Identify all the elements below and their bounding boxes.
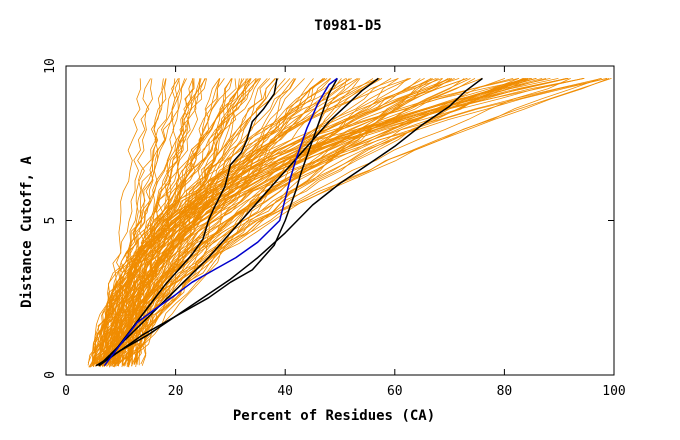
background-series-line [131, 78, 559, 367]
background-series-line [93, 78, 374, 367]
x-tick-label: 80 [497, 384, 513, 399]
background-series-line [103, 78, 325, 364]
background-series-line [95, 78, 257, 364]
background-series-line [108, 78, 342, 366]
background-series-line [102, 78, 392, 367]
series-line-black-3 [98, 78, 338, 367]
series-line-black-4 [95, 77, 483, 367]
background-series-line [118, 78, 585, 367]
background-series-line [87, 78, 167, 364]
background-series-line [107, 78, 585, 365]
background-series-line [92, 78, 332, 365]
x-tick-label: 100 [602, 384, 625, 399]
background-series-line [94, 78, 181, 367]
highlighted-series-group [95, 77, 483, 367]
y-tick-label: 5 [43, 217, 58, 225]
background-series-line [133, 78, 432, 365]
background-series-line [120, 78, 350, 363]
x-tick-label: 60 [387, 384, 403, 399]
background-series-line [93, 78, 233, 363]
background-series-line [116, 78, 380, 363]
background-series-line [135, 78, 610, 368]
series-line-black-1 [98, 78, 278, 367]
series-line-blue [103, 77, 338, 367]
y-tick-label: 0 [43, 371, 58, 379]
background-series-line [99, 78, 460, 365]
x-axis-label: Percent of Residues (CA) [233, 408, 435, 424]
background-series-line [113, 78, 425, 367]
y-axis-label: Distance Cutoff, A [19, 156, 35, 308]
series-line-black-2 [98, 77, 379, 367]
background-series-line [116, 78, 195, 366]
background-series-line [122, 78, 439, 366]
x-tick-label: 40 [277, 384, 293, 399]
background-series-line [125, 78, 551, 364]
background-series-line [96, 78, 221, 364]
axes-group: 0 20 40 60 80 100 0 5 10 [43, 58, 626, 399]
background-series-group [87, 78, 612, 368]
y-tick-label: 10 [43, 58, 58, 74]
background-series-line [94, 78, 207, 364]
background-series-line [136, 78, 433, 365]
x-tick-label: 20 [168, 384, 184, 399]
background-series-line [116, 78, 164, 364]
chart-title: T0981-D5 [314, 18, 381, 34]
background-series-line [128, 78, 279, 365]
background-series-line [134, 78, 443, 364]
background-series-line [97, 78, 201, 364]
x-tick-label: 0 [62, 384, 70, 399]
background-series-line [118, 78, 153, 367]
